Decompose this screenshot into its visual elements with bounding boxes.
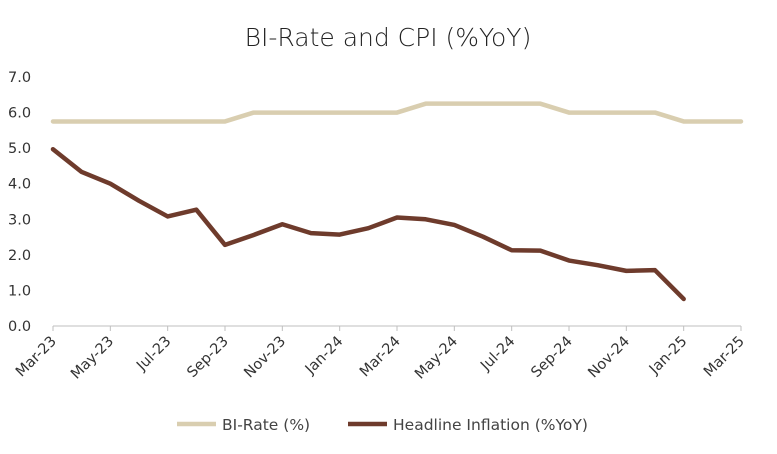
y-tick-label: 6.0 (8, 106, 31, 122)
x-tick-label: May-24 (412, 334, 461, 383)
x-tick-label: Jul-23 (133, 334, 174, 375)
x-tick-label: Nov-24 (585, 334, 633, 382)
x-tick-label: Sep-24 (528, 334, 575, 381)
x-tick-label: Jul-24 (477, 334, 518, 375)
legend: BI-Rate (%) Headline Inflation (%YoY) (177, 416, 588, 434)
chart-title: BI-Rate and CPI (%YoY) (245, 23, 532, 52)
y-tick-label: 2.0 (8, 248, 31, 264)
x-tick-label: Nov-23 (241, 334, 289, 382)
x-tick-label: Jan-25 (646, 334, 691, 379)
plot-area (50, 101, 744, 302)
x-tick-label: Sep-23 (184, 334, 231, 381)
x-tick-label: Mar-25 (701, 334, 748, 381)
y-tick-label: 4.0 (8, 177, 31, 193)
y-tick-label: 7.0 (8, 70, 31, 86)
y-axis: 0.0 1.0 2.0 3.0 4.0 5.0 6.0 7.0 (8, 70, 31, 335)
legend-label: BI-Rate (%) (222, 416, 310, 434)
y-tick-label: 3.0 (8, 212, 31, 228)
y-tick-label: 5.0 (8, 141, 31, 157)
y-tick-label: 0.0 (8, 319, 31, 335)
series-line-headline-inflation (50, 146, 686, 302)
x-tick-label: Mar-24 (357, 334, 404, 381)
legend-label: Headline Inflation (%YoY) (393, 416, 588, 434)
y-tick-label: 1.0 (8, 283, 31, 299)
x-tick-label: May-23 (68, 334, 117, 383)
x-tick-label: Mar-23 (13, 334, 60, 381)
x-axis: Mar-23 May-23 Jul-23 Sep-23 Nov-23 Jan-24 Mar-… (13, 325, 748, 383)
series-line-bi-rate (50, 101, 744, 124)
x-tick-label: Jan-24 (302, 334, 347, 379)
